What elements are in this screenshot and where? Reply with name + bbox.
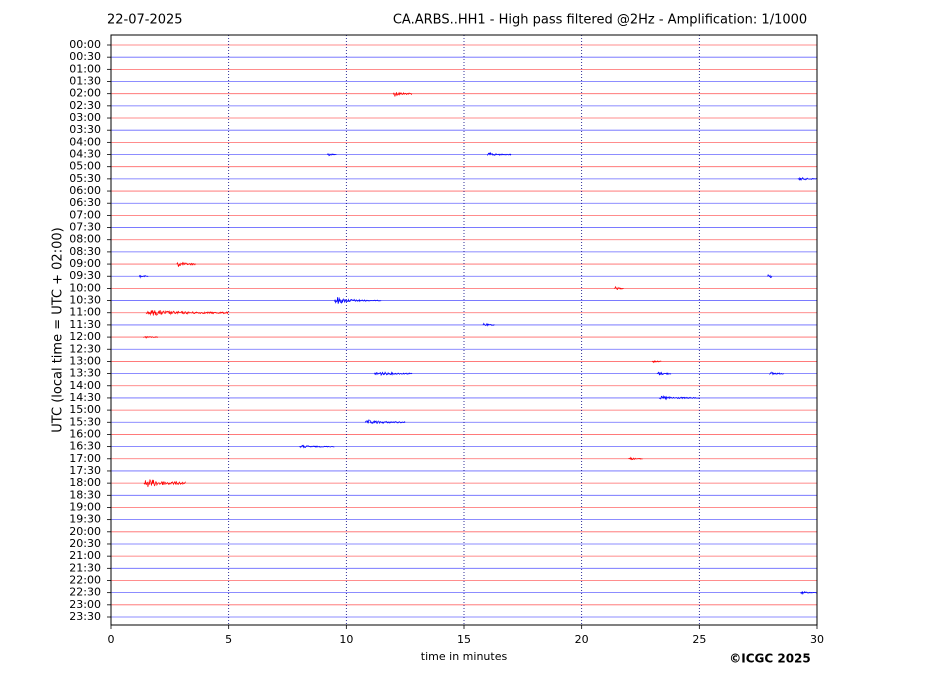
seismic-burst bbox=[656, 371, 672, 376]
y-tick-label: 21:30 bbox=[69, 561, 101, 574]
seismic-burst bbox=[355, 298, 382, 303]
y-tick-label: 16:00 bbox=[69, 427, 101, 440]
y-tick-label: 21:00 bbox=[69, 549, 101, 562]
y-tick-label: 06:00 bbox=[69, 184, 101, 197]
y-tick-label: 15:00 bbox=[69, 403, 101, 416]
y-tick-label: 00:30 bbox=[69, 50, 101, 63]
y-tick-label: 04:30 bbox=[69, 148, 101, 161]
y-tick-label: 23:30 bbox=[69, 610, 101, 623]
y-tick-label: 06:30 bbox=[69, 196, 101, 209]
y-tick-label: 11:30 bbox=[69, 318, 101, 331]
y-tick-label: 16:30 bbox=[69, 440, 101, 453]
seismic-burst bbox=[614, 285, 624, 290]
x-axis-label: time in minutes bbox=[421, 650, 508, 663]
seismic-burst bbox=[298, 444, 335, 449]
y-tick-label: 05:30 bbox=[69, 172, 101, 185]
y-tick-label: 08:00 bbox=[69, 233, 101, 246]
y-axis-label: UTC (local time = UTC + 02:00) bbox=[51, 227, 66, 432]
y-tick-label: 18:30 bbox=[69, 488, 101, 501]
seismic-burst bbox=[334, 297, 356, 304]
seismic-burst bbox=[797, 176, 817, 181]
y-tick-label: 19:30 bbox=[69, 513, 101, 526]
x-tick-label: 15 bbox=[457, 633, 471, 646]
y-tick-label: 12:30 bbox=[69, 342, 101, 355]
seismic-burst bbox=[651, 360, 662, 364]
seismic-burst bbox=[658, 394, 700, 401]
y-tick-label: 12:00 bbox=[69, 330, 101, 343]
y-tick-label: 17:30 bbox=[69, 464, 101, 477]
y-tick-label: 01:00 bbox=[69, 62, 101, 75]
x-tick-label: 0 bbox=[108, 633, 115, 646]
y-tick-label: 07:30 bbox=[69, 221, 101, 234]
plot-frame bbox=[110, 34, 818, 626]
chart-title: CA.ARBS..HH1 - High pass filtered @2Hz -… bbox=[393, 13, 807, 28]
y-tick-label: 20:30 bbox=[69, 537, 101, 550]
y-tick-label: 01:30 bbox=[69, 75, 101, 88]
y-tick-label: 03:30 bbox=[69, 123, 101, 136]
y-tick-label: 14:00 bbox=[69, 379, 101, 392]
y-tick-label: 07:00 bbox=[69, 208, 101, 221]
y-tick-label: 22:00 bbox=[69, 573, 101, 586]
seismic-burst bbox=[145, 310, 229, 317]
y-tick-label: 10:00 bbox=[69, 281, 101, 294]
y-tick-label: 20:00 bbox=[69, 525, 101, 538]
x-tick-label: 10 bbox=[339, 633, 353, 646]
x-tick-label: 20 bbox=[575, 633, 589, 646]
seismic-burst bbox=[143, 335, 159, 339]
seismic-burst bbox=[364, 419, 406, 425]
seismic-burst bbox=[767, 273, 773, 279]
x-tick-label: 25 bbox=[692, 633, 706, 646]
x-tick-label: 30 bbox=[810, 633, 824, 646]
y-tick-label: 04:00 bbox=[69, 135, 101, 148]
seismic-burst bbox=[138, 274, 149, 279]
y-tick-label: 23:00 bbox=[69, 598, 101, 611]
y-tick-label: 14:30 bbox=[69, 391, 101, 404]
date: 22-07-2025 bbox=[107, 13, 183, 28]
y-tick-label: 02:30 bbox=[69, 99, 101, 112]
y-tick-label: 22:30 bbox=[69, 586, 101, 599]
seismic-burst bbox=[176, 261, 196, 267]
credit: ©ICGC 2025 bbox=[729, 652, 811, 666]
seismic-burst bbox=[393, 91, 413, 97]
y-tick-label: 08:30 bbox=[69, 245, 101, 258]
y-tick-label: 10:30 bbox=[69, 294, 101, 307]
y-tick-label: 09:30 bbox=[69, 269, 101, 282]
seismic-burst bbox=[769, 371, 785, 376]
seismic-burst bbox=[800, 591, 817, 595]
y-tick-label: 15:30 bbox=[69, 415, 101, 428]
y-tick-label: 18:00 bbox=[69, 476, 101, 489]
seismic-burst bbox=[143, 479, 186, 488]
y-tick-label: 13:00 bbox=[69, 354, 101, 367]
y-tick-label: 03:00 bbox=[69, 111, 101, 124]
y-tick-label: 17:00 bbox=[69, 452, 101, 465]
y-tick-label: 05:00 bbox=[69, 160, 101, 173]
y-tick-label: 19:00 bbox=[69, 500, 101, 513]
y-tick-label: 02:00 bbox=[69, 87, 101, 100]
seismic-burst bbox=[487, 151, 512, 157]
x-tick-label: 5 bbox=[225, 633, 232, 646]
seismic-burst bbox=[374, 371, 413, 377]
y-tick-label: 09:00 bbox=[69, 257, 101, 270]
y-tick-label: 13:30 bbox=[69, 367, 101, 380]
seismic-burst bbox=[327, 153, 337, 157]
seismic-burst bbox=[628, 456, 643, 461]
y-tick-label: 11:00 bbox=[69, 306, 101, 319]
y-tick-label: 00:00 bbox=[69, 38, 101, 51]
seismic-burst bbox=[482, 322, 495, 327]
